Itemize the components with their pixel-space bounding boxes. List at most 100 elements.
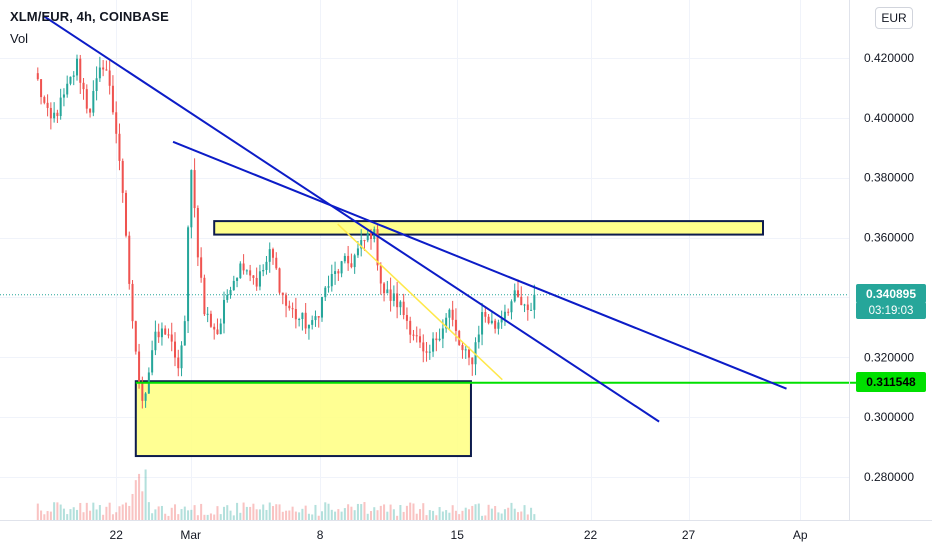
- candle-body: [471, 357, 474, 365]
- candle-body: [412, 334, 415, 336]
- volume-bar: [383, 504, 386, 520]
- volume-bar: [291, 506, 294, 520]
- candle-body: [75, 58, 79, 76]
- volume-bar: [173, 504, 177, 520]
- volume-bar: [432, 510, 435, 520]
- volume-bar: [164, 513, 167, 520]
- price-tick-label: 0.300000: [864, 410, 914, 424]
- candle-body: [320, 297, 324, 318]
- volume-bar: [209, 513, 212, 520]
- candle-body: [36, 73, 39, 80]
- candle-body: [477, 334, 480, 343]
- volume-bar: [275, 504, 278, 520]
- volume-bar: [490, 508, 493, 520]
- candle-body: [337, 271, 340, 274]
- volume-bar: [196, 515, 199, 520]
- volume-bar: [157, 506, 160, 520]
- volume-bar: [53, 502, 56, 520]
- volume-bar: [167, 515, 170, 520]
- volume-bar: [62, 508, 65, 520]
- price-tick-label: 0.420000: [864, 51, 914, 65]
- volume-bar: [278, 504, 281, 520]
- volume-bar: [75, 509, 79, 520]
- volume-bar: [471, 505, 474, 520]
- candle-body: [56, 112, 59, 117]
- last-price-badge: 0.340895: [856, 284, 926, 303]
- candle-body: [242, 263, 245, 271]
- candle-body: [350, 263, 353, 268]
- volume-bar: [190, 509, 193, 520]
- volume-bar: [255, 509, 258, 520]
- candle-body: [409, 320, 412, 335]
- price-tick-label: 0.380000: [864, 171, 914, 185]
- currency-button[interactable]: EUR: [875, 7, 913, 29]
- time-axis[interactable]: 22 Mar 8 15 22 27 Ap: [110, 528, 808, 542]
- volume-bar: [271, 506, 275, 520]
- resistance-zone-box[interactable]: [213, 220, 764, 236]
- blue-trendline[interactable]: [43, 15, 660, 423]
- candle-body: [92, 90, 95, 113]
- candle-body: [503, 311, 506, 319]
- volume-bar: [265, 509, 268, 520]
- candle-body: [500, 318, 503, 323]
- candle-body: [265, 261, 268, 271]
- volume-bar: [530, 507, 533, 520]
- volume-bar: [219, 514, 222, 520]
- candle-body: [392, 293, 395, 301]
- volume-bar: [386, 511, 389, 520]
- volume-bar: [203, 514, 206, 520]
- volume-indicator-label[interactable]: Vol: [10, 31, 29, 46]
- time-tick-label: 8: [317, 528, 324, 542]
- time-tick-label: Mar: [180, 528, 201, 542]
- candle-body: [445, 317, 448, 329]
- candle-body: [160, 328, 163, 338]
- candle-body: [288, 305, 291, 309]
- volume-bar: [324, 502, 327, 520]
- candle-body: [102, 67, 105, 70]
- candle-body: [530, 309, 533, 311]
- volume-bar: [252, 503, 255, 520]
- volume-bar: [59, 504, 62, 520]
- candle-body: [255, 277, 258, 287]
- line-annotations[interactable]: [43, 15, 857, 423]
- volume-bar: [79, 502, 82, 520]
- candle-body: [105, 69, 108, 71]
- volume-bar: [144, 469, 147, 520]
- time-tick-label: 22: [584, 528, 598, 542]
- volume-bar: [376, 510, 379, 520]
- blue-trendline[interactable]: [172, 140, 787, 390]
- zone-annotations[interactable]: [134, 220, 764, 458]
- candle-body: [138, 351, 141, 382]
- volume-bar: [131, 493, 134, 520]
- yellow-trendline[interactable]: [337, 223, 503, 381]
- symbol-title[interactable]: XLM/EUR, 4h, COINBASE: [10, 9, 169, 24]
- candle-body: [203, 277, 206, 315]
- volume-bar: [82, 512, 85, 520]
- candle-body: [347, 255, 350, 264]
- candle-body: [108, 70, 111, 86]
- candle-body: [432, 338, 435, 352]
- candle-body: [111, 85, 114, 113]
- volume-bar: [258, 509, 261, 520]
- candle-body: [157, 331, 160, 338]
- candle-body: [245, 270, 248, 272]
- volume-bar: [111, 514, 114, 520]
- volume-bar: [304, 505, 307, 520]
- volume-bar: [425, 515, 428, 520]
- candle-body: [216, 329, 219, 335]
- volume-bar: [500, 513, 503, 520]
- demand-zone-box[interactable]: [134, 380, 472, 458]
- candle-body: [268, 249, 271, 262]
- volume-bar: [461, 510, 464, 520]
- volume-bar: [350, 506, 353, 520]
- candle-body: [317, 316, 320, 318]
- candle-body: [222, 299, 226, 324]
- volume-bar: [320, 511, 324, 520]
- volume-bar: [206, 514, 209, 520]
- volume-bar: [134, 480, 137, 520]
- volume-bar: [360, 504, 363, 520]
- candle-body: [363, 240, 366, 242]
- volume-bar: [366, 513, 369, 520]
